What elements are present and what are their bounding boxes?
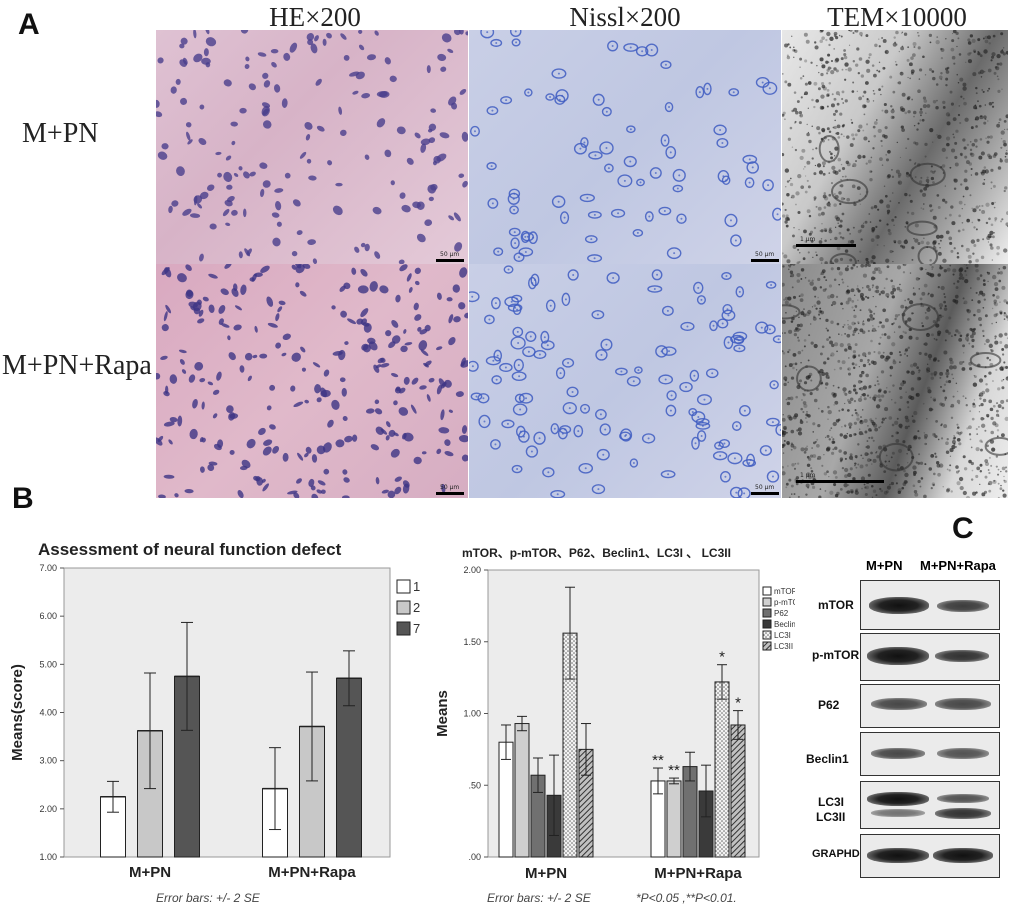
- wb-label-graphd: GRAPHD: [812, 848, 860, 860]
- wb-label-p62: P62: [818, 698, 840, 712]
- chart-right-title: mTOR、p-mTOR、P62、Beclin1、LC3I 、 LC3II: [462, 546, 731, 560]
- scale-label-nissl-1: 50 μm: [755, 251, 775, 258]
- legend-swatch: [762, 597, 772, 607]
- bar-72h-1: [336, 677, 362, 858]
- scale-label-tem-2: 1 μm: [800, 472, 816, 479]
- legend-swatch: [762, 630, 772, 640]
- nissl-cells-svg: [469, 30, 781, 263]
- significance-marker: *: [719, 649, 725, 666]
- column-title-nissl: Nissl×200: [569, 2, 681, 32]
- y-tick-label: 1.50: [463, 637, 481, 647]
- wb-label-p-mtor: p-mTOR: [812, 648, 860, 662]
- legend-swatch: [762, 619, 772, 629]
- chart-neural-defect: 1.00 2.00 3.00 4.00 5.00 6.00 7.00 Means(score)…: [9, 563, 420, 881]
- scale-bar-nissl-1: [751, 259, 779, 262]
- he-cells-svg: [156, 30, 468, 264]
- column-title-tem: TEM×10000: [827, 2, 967, 32]
- nissl-cells-svg-2: [469, 265, 781, 498]
- y-tick-label: 3.00: [39, 756, 57, 766]
- row-label-mpn-rapa: M+PN+Rapa: [2, 350, 152, 381]
- chart-left-title: Assessment of neural function defect: [38, 540, 342, 559]
- y-tick-label: 1.00: [463, 709, 481, 719]
- he-micrograph-mpn: [156, 30, 468, 264]
- legend-label: LC3I: [774, 631, 791, 640]
- wb-blot-beclin1: [860, 732, 1000, 776]
- y-tick-label: 5.00: [39, 659, 57, 669]
- tem-micrograph-mpn-rapa: [782, 264, 1008, 498]
- nissl-micrograph-mpn: [469, 30, 781, 264]
- tem-texture-svg-2: [782, 264, 1008, 498]
- significance-marker: **: [652, 752, 664, 769]
- wb-blot-p62: [860, 684, 1000, 728]
- scale-label-nissl-2: 50 μm: [755, 484, 775, 491]
- y-axis-label: Means(score): [9, 664, 26, 761]
- y-tick-label: 1.00: [39, 852, 57, 862]
- right-footnote: Error bars: +/- 2 SE: [487, 891, 591, 905]
- left-footnote: Error bars: +/- 2 SE: [156, 891, 260, 905]
- y-tick-label: 6.00: [39, 611, 57, 621]
- panel-c-letter: C: [952, 512, 974, 545]
- significance-marker: *: [735, 695, 741, 712]
- bar-LC3I-1: [714, 681, 730, 858]
- column-title-he: HE×200: [269, 2, 361, 32]
- bar-LC3II-1: [730, 724, 746, 858]
- right-sig-note: *P<0.05 ,**P<0.01.: [636, 891, 737, 905]
- wb-label-lc3i: LC3I: [818, 795, 845, 809]
- y-tick-label: 4.00: [39, 708, 57, 718]
- row-label-mpn: M+PN: [22, 118, 99, 149]
- wb-blot-graphd: [860, 834, 1000, 878]
- panel-b-letter: B: [12, 482, 34, 515]
- bar-p-mTOR-0: [514, 723, 530, 858]
- legend-label: P62: [774, 609, 789, 618]
- scale-label-he-2: 50 μm: [440, 484, 460, 491]
- panel-a-letter: A: [18, 8, 40, 41]
- wb-blot-mtor: [860, 580, 1000, 630]
- he-cells-svg-2: [156, 264, 468, 498]
- y-axis-label: Means: [434, 690, 451, 737]
- wb-label-beclin1: Beclin1: [806, 752, 849, 766]
- legend-label: mTOR: [774, 587, 795, 596]
- wb-label-mtor: mTOR: [818, 598, 854, 612]
- scale-bar-tem-1: [796, 244, 856, 247]
- y-tick-label: 7.00: [39, 563, 57, 573]
- x-category-label: M+PN: [129, 864, 171, 881]
- wb-lane-mpn: M+PN: [866, 558, 903, 573]
- significance-marker: **: [668, 762, 680, 779]
- x-category-label: M+PN: [525, 865, 567, 882]
- legend-label: p-mTOR: [774, 598, 795, 607]
- legend-label: 72h: [413, 621, 420, 636]
- legend-label: Beclin1: [774, 620, 795, 629]
- scale-label-tem-1: 1 μm: [800, 236, 816, 243]
- legend-swatch: [762, 641, 772, 651]
- wb-blot-p-mtor: [860, 633, 1000, 681]
- legend-swatch: [762, 608, 772, 618]
- chart-autophagy-proteins: .00.501.001.502.00MeansM+PN******M+PN+Ra…: [434, 565, 795, 882]
- tem-micrograph-mpn: [782, 30, 1008, 264]
- scale-bar-he-1: [436, 259, 464, 262]
- legend-swatch: [396, 600, 411, 615]
- y-tick-label: .50: [468, 780, 481, 790]
- x-category-label: M+PN+Rapa: [654, 865, 742, 882]
- bar-p-mTOR-1: [666, 780, 682, 858]
- wb-label-lc3ii: LC3II: [816, 810, 846, 824]
- nissl-micrograph-mpn-rapa: [469, 264, 781, 498]
- tem-texture-svg: [782, 30, 1008, 264]
- wb-blot-lc3: [860, 781, 1000, 829]
- legend-swatch: [396, 621, 411, 636]
- y-tick-label: 2.00: [463, 565, 481, 575]
- legend-swatch: [396, 579, 411, 594]
- he-micrograph-mpn-rapa: [156, 264, 468, 498]
- x-category-label: M+PN+Rapa: [268, 864, 356, 881]
- scale-bar-he-2: [436, 492, 464, 495]
- legend-label: 24h: [413, 600, 420, 615]
- y-tick-label: 2.00: [39, 804, 57, 814]
- legend-swatch: [762, 586, 772, 596]
- scale-bar-tem-2: [796, 480, 884, 483]
- y-tick-label: .00: [468, 852, 481, 862]
- wb-lane-mpn-rapa: M+PN+Rapa: [920, 558, 996, 573]
- scale-label-he-1: 50 μm: [440, 251, 460, 258]
- scale-bar-nissl-2: [751, 492, 779, 495]
- legend-label: LC3II: [774, 642, 793, 651]
- legend-label: 12h: [413, 579, 420, 594]
